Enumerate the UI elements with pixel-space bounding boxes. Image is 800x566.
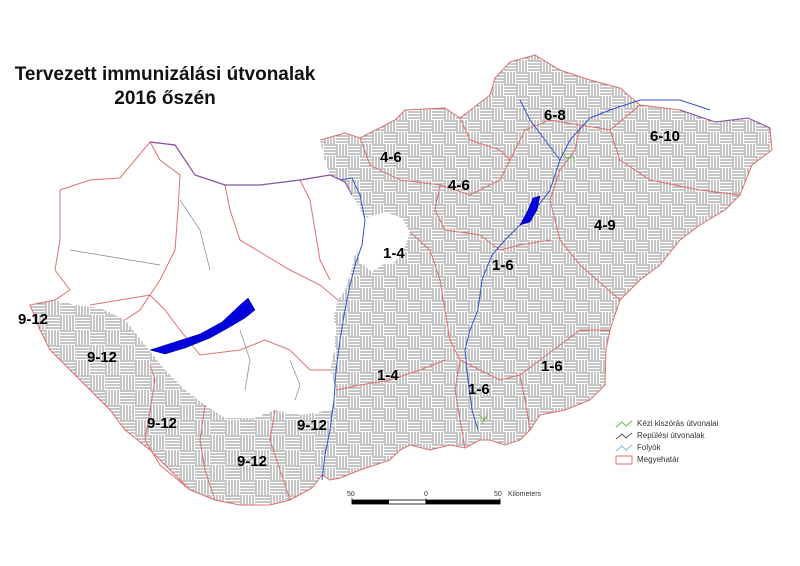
manual-route-swatch-icon bbox=[615, 420, 633, 427]
scale-unit-label: Kilometers bbox=[508, 491, 542, 498]
map-title-line2: 2016 őszén bbox=[114, 88, 216, 109]
zone-label: 1-6 bbox=[492, 257, 514, 274]
scale-left-label: 50 bbox=[347, 491, 355, 498]
legend: Kézi kiszórás útvonalai Repülési útvonal… bbox=[614, 418, 764, 466]
zone-label: 1-4 bbox=[383, 245, 405, 262]
legend-label: Megyehatár bbox=[637, 455, 680, 464]
rivers bbox=[321, 99, 711, 481]
zone-label: 9-12 bbox=[147, 415, 177, 432]
scale-right-label: 50 bbox=[494, 491, 502, 498]
lake-tisza bbox=[519, 195, 541, 226]
zone-label: 4-6 bbox=[448, 177, 470, 194]
scale-bar: 50 0 50 Kilometers bbox=[347, 491, 542, 505]
legend-label: Repülési útvonalak bbox=[637, 431, 705, 440]
legend-item-rivers: Folyók bbox=[614, 442, 764, 453]
manual-routes bbox=[477, 151, 576, 425]
state-border-east bbox=[679, 109, 771, 129]
zone-label: 9-12 bbox=[297, 417, 327, 434]
flight-route-swatch-icon bbox=[615, 432, 633, 439]
zone-label: 6-10 bbox=[650, 128, 680, 145]
zone-label: 4-6 bbox=[380, 149, 402, 166]
county-borders bbox=[29, 54, 773, 506]
legend-item-manual-routes: Kézi kiszórás útvonalai bbox=[614, 418, 764, 429]
zone-label: 6-8 bbox=[544, 107, 566, 124]
zone-label: 1-6 bbox=[541, 358, 563, 375]
legend-item-county-border: Megyehatár bbox=[614, 454, 764, 465]
lake-balaton bbox=[149, 297, 256, 355]
county-border-swatch-icon bbox=[615, 455, 633, 464]
legend-label: Folyók bbox=[637, 443, 661, 452]
zone-label: 1-6 bbox=[468, 381, 490, 398]
zone-label: 9-12 bbox=[237, 453, 267, 470]
unhatched-budapest-area bbox=[356, 212, 410, 272]
zone-label: 9-12 bbox=[87, 349, 117, 366]
zone-label: 1-4 bbox=[377, 367, 399, 384]
zone-labels: 6-8 6-10 4-6 4-6 4-9 1-4 1-6 1-4 1-6 1-6… bbox=[18, 107, 680, 470]
unhatched-region-west bbox=[55, 142, 365, 420]
river-swatch-icon bbox=[615, 444, 633, 451]
flight-routes-west bbox=[69, 199, 301, 401]
legend-item-flight-routes: Repülési útvonalak bbox=[614, 430, 764, 441]
zone-label: 4-9 bbox=[594, 217, 616, 234]
scale-mid-label: 0 bbox=[424, 491, 428, 498]
hatched-region-east bbox=[320, 55, 772, 480]
hatched-region-southwest bbox=[30, 300, 335, 505]
legend-label: Kézi kiszórás útvonalai bbox=[637, 419, 719, 428]
zone-label: 9-12 bbox=[18, 311, 48, 328]
map-title-line1: Tervezett immunizálási útvonalak bbox=[14, 64, 316, 85]
